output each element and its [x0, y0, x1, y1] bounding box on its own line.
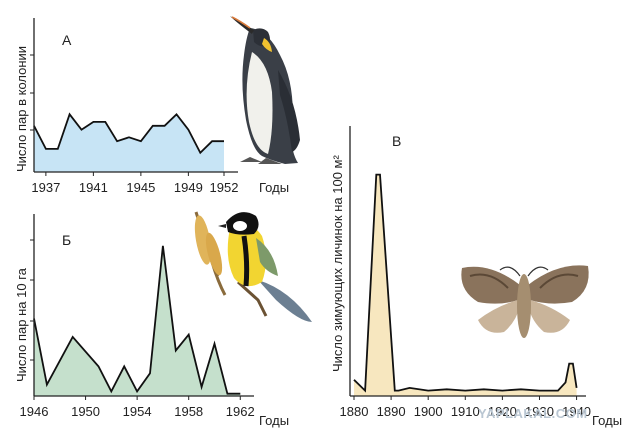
- chart-c-x-tick-label: 1920: [488, 404, 517, 419]
- chart-b-y-axis-label: Число пар на 10 га: [14, 267, 29, 382]
- bird-illustration: [194, 211, 312, 322]
- chart-c-x-tick-label: 1930: [525, 404, 554, 419]
- chart-b: 1946 1950 1954 1958 1962 Б Число пар на 10 г…: [14, 211, 312, 428]
- chart-a-series-line: [33, 112, 224, 155]
- chart-c-x-tick-label: 1890: [377, 404, 406, 419]
- chart-c-y-axis-label: Число зимующих личинок на 100 м²: [330, 155, 345, 372]
- chart-b-x-tick-label: 1954: [123, 404, 152, 419]
- chart-a-area-fill: [34, 114, 224, 172]
- chart-b-x-tick-label: 1950: [71, 404, 100, 419]
- chart-c-x-tick-label: 1940: [562, 404, 591, 419]
- chart-b-x-tick-label: 1962: [226, 404, 255, 419]
- watermark-text: YAPLAKAL.COM: [478, 406, 588, 421]
- chart-c-series-line: [353, 173, 578, 393]
- chart-a-x-axis-label: Годы: [259, 180, 289, 195]
- chart-a-panel-label: А: [62, 32, 72, 48]
- chart-b-series-line: [33, 245, 241, 395]
- penguin-illustration: [230, 16, 300, 164]
- chart-a-x-tick-label: 1941: [79, 180, 108, 195]
- chart-a-x-tick-label: 1945: [126, 180, 155, 195]
- chart-a-x-tick-label: 1949: [174, 180, 203, 195]
- chart-b-x-axis-label: Годы: [259, 413, 289, 428]
- moth-illustration: [461, 265, 589, 338]
- chart-c-x-axis-label: Годы: [592, 413, 622, 428]
- chart-a-x-ticks: 1937 1941 1945 1949 1952: [31, 172, 238, 195]
- chart-a: 1937 1941 1945 1949 1952 А Число пар в колон…: [14, 16, 300, 195]
- chart-b-x-tick-label: 1958: [174, 404, 203, 419]
- chart-a-x-tick-label: 1937: [31, 180, 60, 195]
- chart-c-x-tick-label: 1910: [451, 404, 480, 419]
- chart-c-area-fill: [354, 174, 577, 396]
- chart-a-x-tick-label: 1952: [210, 180, 239, 195]
- chart-c-x-ticks: 1880 1890 1900 1910 1920 1930 1940: [340, 396, 591, 419]
- chart-b-panel-label: Б: [62, 232, 71, 248]
- chart-a-y-axis-label: Число пар в колонии: [14, 46, 29, 172]
- chart-c-panel-label: В: [392, 133, 401, 149]
- chart-b-x-tick-label: 1946: [20, 404, 49, 419]
- chart-c-x-tick-label: 1900: [414, 404, 443, 419]
- chart-b-area-fill: [34, 245, 241, 396]
- chart-c-x-tick-label: 1880: [340, 404, 369, 419]
- chart-c: 1880 1890 1900 1910 1920 1930 1940 В Число зим…: [330, 126, 622, 428]
- chart-b-x-ticks: 1946 1950 1954 1958 1962: [20, 396, 255, 419]
